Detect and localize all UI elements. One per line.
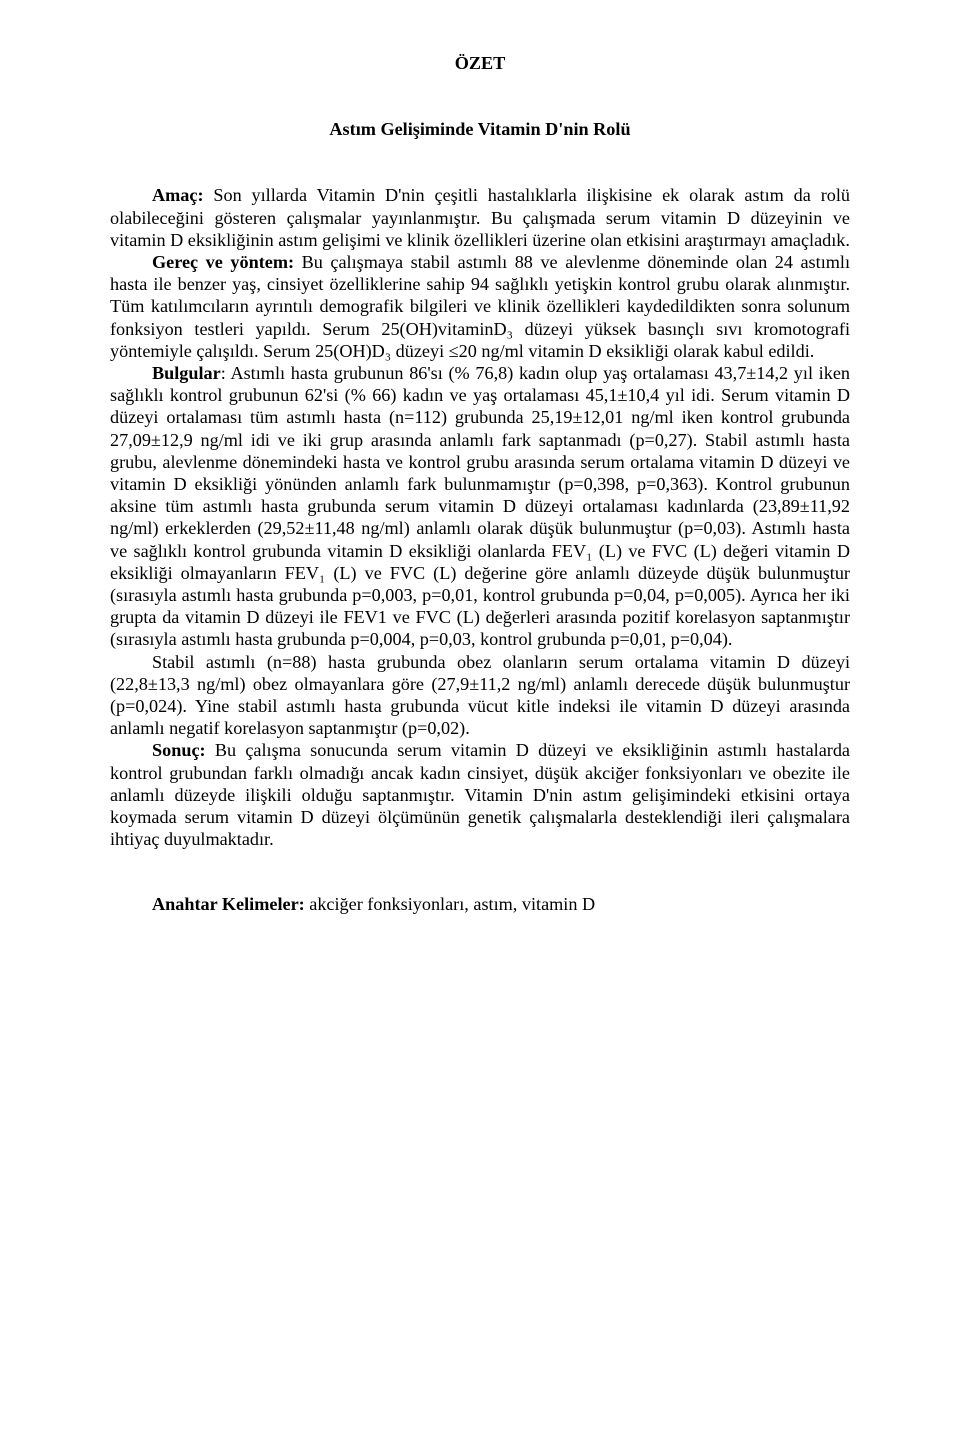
paragraph-bulgular: Bulgular: Astımlı hasta grubunun 86'sı (… xyxy=(110,362,850,651)
paragraph-gerec: Gereç ve yöntem: Bu çalışmaya stabil ast… xyxy=(110,251,850,362)
text-bulgular: : Astımlı hasta grubunun 86'sı (% 76,8) … xyxy=(110,363,855,649)
document-page: ÖZET Astım Gelişiminde Vitamin D'nin Rol… xyxy=(0,0,960,1438)
text-stabil: Stabil astımlı (n=88) hasta grubunda obe… xyxy=(110,652,855,739)
keywords-text: akciğer fonksiyonları, astım, vitamin D xyxy=(305,894,595,914)
label-gerec: Gereç ve yöntem: xyxy=(152,252,294,272)
paragraph-stabil: Stabil astımlı (n=88) hasta grubunda obe… xyxy=(110,651,850,740)
doc-subtitle: Astım Gelişiminde Vitamin D'nin Rolü xyxy=(110,118,850,140)
text-sonuc: Bu çalışma sonucunda serum vitamin D düz… xyxy=(110,740,855,849)
paragraph-sonuc: Sonuç: Bu çalışma sonucunda serum vitami… xyxy=(110,739,850,850)
label-amac: Amaç: xyxy=(152,185,204,205)
paragraph-amac: Amaç: Son yıllarda Vitamin D'nin çeşitli… xyxy=(110,184,850,251)
label-sonuc: Sonuç: xyxy=(152,740,206,760)
label-bulgular: Bulgular xyxy=(152,363,221,383)
doc-title: ÖZET xyxy=(110,52,850,74)
keywords-label: Anahtar Kelimeler: xyxy=(152,894,305,914)
keywords-line: Anahtar Kelimeler: akciğer fonksiyonları… xyxy=(110,893,850,915)
text-amac: Son yıllarda Vitamin D'nin çeşitli hasta… xyxy=(110,185,855,249)
